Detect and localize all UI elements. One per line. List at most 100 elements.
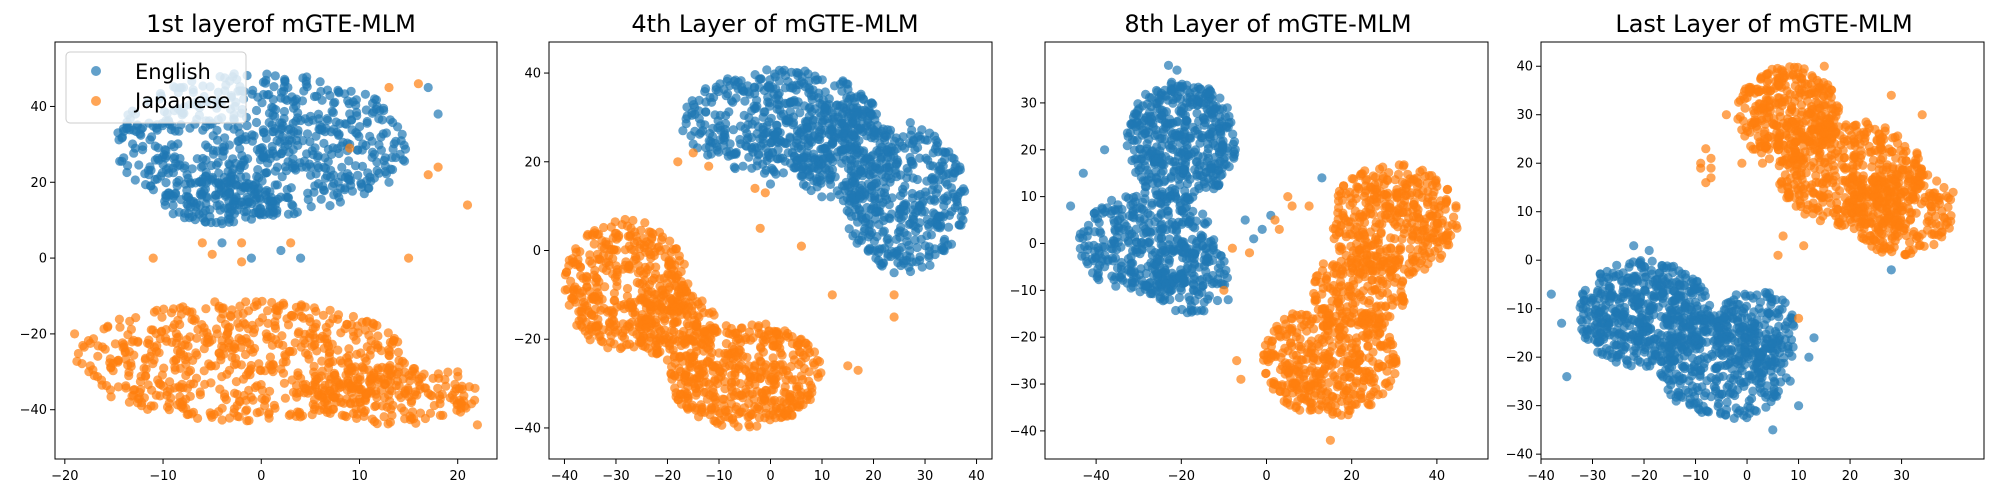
point-english (940, 154, 950, 165)
point-english (1131, 109, 1141, 119)
point-japanese (351, 335, 361, 345)
point-japanese (199, 366, 209, 376)
point-english (1182, 80, 1192, 90)
point-japanese (240, 349, 251, 360)
point-english (916, 234, 926, 244)
point-japanese (438, 410, 448, 420)
point-english (312, 160, 323, 171)
point-english (1214, 179, 1224, 189)
point-english (239, 207, 249, 217)
point-english (1219, 269, 1229, 279)
point-english (1216, 251, 1226, 261)
point-japanese (441, 381, 451, 391)
point-english (798, 161, 809, 171)
point-japanese (270, 317, 280, 327)
point-english (117, 156, 127, 166)
point-english (282, 184, 292, 195)
point-japanese (265, 352, 275, 362)
x-tick-label: 20 (865, 469, 882, 484)
point-english (852, 107, 862, 117)
point-japanese (1441, 197, 1451, 207)
point-english (317, 95, 327, 105)
point-english (379, 105, 389, 116)
point-english (113, 128, 123, 138)
point-japanese (1451, 203, 1461, 213)
point-japanese (307, 341, 317, 351)
point-english (347, 186, 357, 196)
point-english (1187, 234, 1197, 244)
point-japanese (207, 249, 217, 259)
point-japanese (709, 310, 719, 320)
point-english (817, 192, 827, 202)
point-english (264, 108, 275, 118)
point-japanese (644, 239, 654, 249)
point-english (854, 186, 864, 196)
point-japanese (631, 254, 641, 264)
point-japanese (583, 330, 593, 340)
point-japanese (730, 370, 740, 380)
point-english (705, 128, 715, 139)
point-japanese (296, 373, 306, 383)
point-english (765, 179, 776, 189)
point-english (303, 194, 313, 205)
point-japanese (420, 413, 430, 424)
panel-3-title: 8th Layer of mGTE-MLM (1124, 10, 1411, 38)
point-english (391, 152, 401, 163)
point-japanese (152, 305, 162, 315)
point-japanese (366, 371, 376, 381)
point-japanese (1451, 220, 1461, 230)
point-english (1215, 259, 1225, 269)
point-english (752, 156, 763, 166)
point-japanese (668, 335, 678, 345)
point-japanese (348, 311, 358, 322)
point-english (1199, 255, 1209, 265)
point-english (714, 86, 724, 97)
point-english (311, 131, 321, 141)
point-japanese (782, 410, 792, 420)
point-english (1203, 153, 1214, 163)
point-japanese (767, 396, 777, 406)
legend-marker-japanese (91, 96, 101, 106)
point-english (889, 152, 899, 162)
point-english (1145, 92, 1155, 103)
point-japanese (642, 265, 653, 275)
point-japanese (279, 378, 289, 388)
point-japanese (691, 341, 701, 352)
point-english (265, 195, 275, 205)
point-japanese (460, 401, 470, 411)
point-japanese (1423, 199, 1433, 210)
point-english (801, 181, 811, 191)
point-japanese (155, 391, 165, 401)
point-japanese (609, 296, 619, 306)
point-japanese (237, 238, 247, 248)
point-japanese (227, 352, 237, 362)
point-english (1204, 291, 1214, 301)
point-japanese (619, 304, 629, 314)
point-english (160, 145, 170, 155)
point-japanese (159, 304, 169, 314)
point-japanese (776, 348, 786, 358)
point-english (168, 209, 178, 219)
point-english (251, 207, 261, 217)
point-japanese (889, 312, 899, 322)
point-english (185, 178, 196, 188)
point-japanese (758, 347, 769, 357)
x-tick-label: 10 (351, 469, 368, 484)
point-japanese (654, 227, 665, 237)
point-japanese (1407, 254, 1417, 265)
point-english (899, 206, 909, 216)
point-japanese (197, 238, 207, 248)
point-english (928, 175, 938, 185)
point-english (298, 136, 308, 146)
point-english (240, 183, 250, 193)
point-english (216, 216, 226, 226)
point-japanese (329, 368, 339, 378)
point-english (907, 125, 917, 135)
point-english (769, 167, 779, 177)
point-english (902, 237, 912, 247)
point-english (789, 97, 799, 107)
point-japanese (843, 361, 853, 371)
point-japanese (725, 361, 735, 371)
point-japanese (287, 310, 297, 320)
point-english (283, 192, 293, 202)
